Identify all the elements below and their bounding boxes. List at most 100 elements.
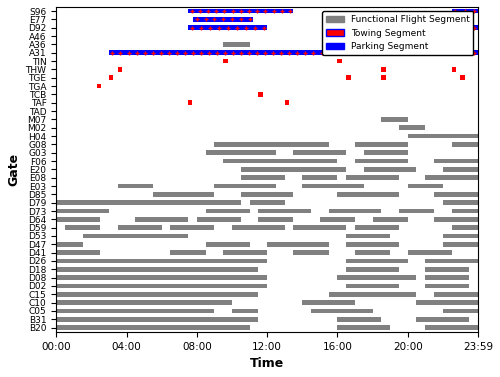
Bar	[188, 9, 294, 14]
Bar	[206, 259, 258, 263]
Bar	[294, 250, 328, 255]
Bar	[232, 309, 258, 313]
Bar	[118, 225, 162, 230]
Bar	[382, 117, 407, 122]
Bar	[452, 209, 478, 213]
Bar	[452, 225, 478, 230]
Bar	[56, 317, 258, 322]
Bar	[399, 126, 425, 130]
Bar	[443, 201, 478, 205]
Bar	[399, 51, 478, 55]
Bar	[56, 267, 258, 271]
Bar	[197, 217, 240, 222]
Bar	[452, 67, 456, 72]
Bar	[188, 100, 192, 105]
Bar	[258, 217, 294, 222]
Bar	[346, 284, 399, 288]
Bar	[109, 75, 114, 80]
Bar	[338, 59, 342, 63]
Bar	[346, 234, 390, 238]
Bar	[346, 175, 399, 180]
X-axis label: Time: Time	[250, 357, 284, 370]
Bar	[338, 317, 382, 322]
Bar	[206, 242, 250, 247]
Legend: Functional Flight Segment, Towing Segment, Parking Segment: Functional Flight Segment, Towing Segmen…	[322, 11, 474, 55]
Bar	[443, 234, 478, 238]
Bar	[364, 150, 408, 155]
Bar	[302, 184, 364, 188]
Bar	[118, 67, 122, 72]
Bar	[443, 167, 478, 172]
Bar	[372, 217, 408, 222]
Bar	[346, 267, 399, 271]
Bar	[434, 217, 460, 222]
Bar	[382, 75, 386, 80]
Bar	[258, 92, 262, 97]
Bar	[355, 142, 408, 147]
Bar	[188, 26, 267, 30]
Bar	[188, 300, 232, 305]
Bar	[56, 325, 250, 330]
Bar	[188, 325, 240, 330]
Bar	[328, 209, 382, 213]
Bar	[240, 175, 284, 180]
Bar	[197, 317, 250, 322]
Bar	[452, 26, 478, 30]
Bar	[434, 192, 478, 197]
Bar	[56, 201, 240, 205]
Bar	[197, 275, 250, 280]
Bar	[443, 242, 478, 247]
Bar	[416, 300, 478, 305]
Bar	[294, 150, 346, 155]
Bar	[364, 167, 416, 172]
Bar	[197, 267, 240, 271]
Bar	[408, 250, 452, 255]
Bar	[56, 259, 267, 263]
Bar	[197, 284, 250, 288]
Bar	[311, 309, 372, 313]
Bar	[206, 150, 232, 155]
Bar	[426, 267, 469, 271]
Bar	[452, 217, 478, 222]
Bar	[56, 284, 267, 288]
Bar	[267, 242, 328, 247]
Bar	[240, 167, 346, 172]
Bar	[346, 242, 399, 247]
Bar	[118, 184, 153, 188]
Bar	[214, 184, 276, 188]
Bar	[197, 292, 240, 297]
Bar	[434, 159, 478, 163]
Bar	[408, 184, 443, 188]
Bar	[240, 192, 294, 197]
Bar	[302, 175, 338, 180]
Bar	[338, 325, 390, 330]
Bar	[136, 217, 188, 222]
Bar	[355, 250, 390, 255]
Bar	[170, 250, 205, 255]
Bar	[153, 192, 214, 197]
Bar	[443, 309, 478, 313]
Y-axis label: Gate: Gate	[7, 153, 20, 186]
Bar	[355, 225, 399, 230]
Bar	[232, 150, 276, 155]
Bar	[416, 317, 469, 322]
Bar	[338, 275, 416, 280]
Bar	[258, 209, 311, 213]
Bar	[223, 59, 228, 63]
Bar	[56, 217, 100, 222]
Bar	[346, 75, 350, 80]
Bar	[302, 300, 355, 305]
Bar	[56, 250, 100, 255]
Bar	[294, 225, 346, 230]
Bar	[426, 275, 469, 280]
Bar	[434, 292, 478, 297]
Bar	[56, 275, 267, 280]
Bar	[82, 234, 188, 238]
Bar	[408, 134, 478, 138]
Bar	[328, 292, 416, 297]
Bar	[426, 175, 478, 180]
Bar	[109, 51, 382, 55]
Bar	[223, 250, 267, 255]
Bar	[223, 42, 250, 47]
Bar	[96, 84, 101, 88]
